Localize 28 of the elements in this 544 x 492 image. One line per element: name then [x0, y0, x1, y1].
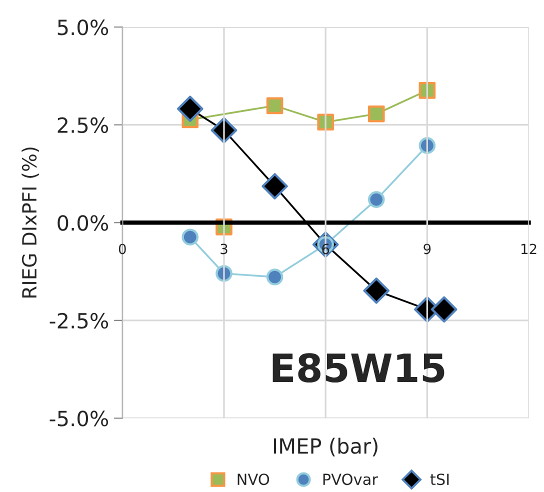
- point: [317, 114, 334, 130]
- legend-label: tSI: [430, 474, 449, 486]
- legend-label: PVOvar: [323, 474, 378, 486]
- point: [418, 137, 436, 154]
- point: [266, 97, 284, 114]
- x-tick-label: 9: [424, 244, 431, 254]
- x-tick-label: 6: [322, 244, 330, 254]
- x-tick-label: 0: [118, 244, 126, 254]
- point: [368, 106, 385, 122]
- y-tick-label: -5.0%: [50, 410, 108, 426]
- point: [266, 268, 284, 286]
- point: [182, 228, 199, 246]
- point: [176, 96, 204, 122]
- annotation: E85W15: [272, 353, 444, 383]
- point: [368, 191, 385, 208]
- point: [262, 173, 288, 200]
- y-tick-label: 0.0%: [58, 215, 108, 231]
- x-tick-label: 12: [521, 244, 536, 254]
- point: [430, 296, 458, 323]
- y-tick-label: -2.5%: [50, 312, 108, 329]
- y-axis-title: RIEG DIxPFI (%): [22, 148, 39, 298]
- y-tick-label: 2.5%: [58, 117, 108, 134]
- y-tick-label: 5.0%: [58, 20, 108, 36]
- point: [363, 278, 390, 304]
- x-tick-label: 3: [220, 244, 228, 254]
- legend-label: NVO: [238, 474, 270, 486]
- x-axis-title: IMEP (bar): [274, 438, 378, 456]
- point: [418, 82, 436, 99]
